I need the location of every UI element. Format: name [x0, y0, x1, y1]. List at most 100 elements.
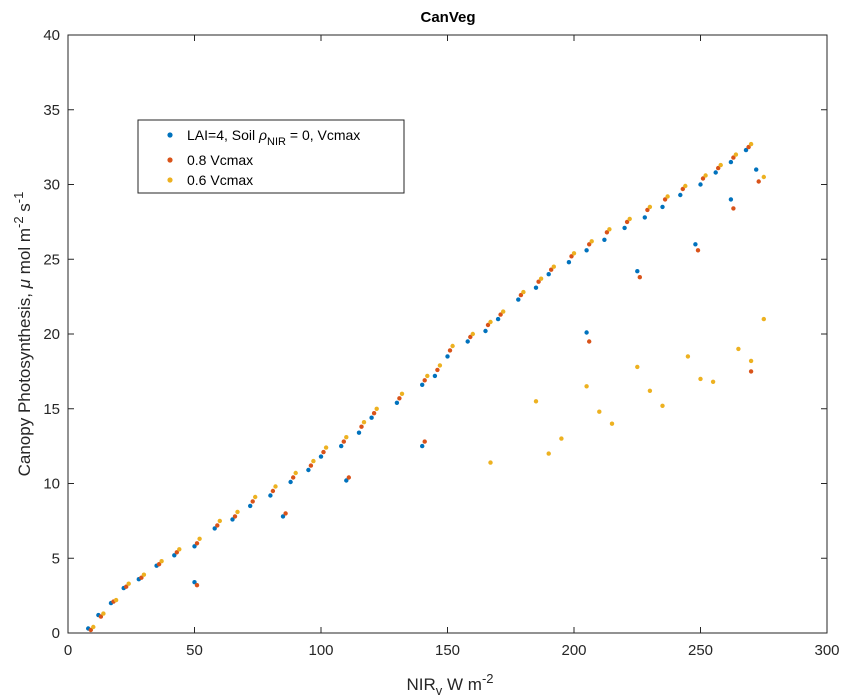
data-point: [700, 176, 706, 181]
data-point: [538, 276, 544, 281]
data-point: [344, 435, 349, 440]
series-3: [91, 141, 766, 630]
data-point: [346, 475, 351, 480]
data-point: [465, 339, 470, 344]
data-point: [374, 406, 379, 411]
data-point: [470, 331, 475, 337]
data-point: [647, 388, 653, 393]
data-point: [609, 421, 615, 426]
data-point: [536, 279, 541, 284]
data-point: [551, 264, 556, 269]
legend-label-series-2: 0.8 Vcmax: [187, 152, 253, 168]
data-point: [546, 451, 551, 456]
data-point: [698, 376, 703, 382]
data-point: [321, 449, 326, 455]
data-point: [501, 309, 506, 314]
data-point: [483, 328, 488, 334]
data-point: [283, 511, 288, 516]
y-axis-label-unit: mol m: [15, 228, 34, 279]
data-point: [230, 517, 235, 522]
legend-label-series-1-rho: ρ: [258, 127, 267, 143]
data-point: [435, 367, 440, 373]
data-point: [728, 159, 734, 165]
y-tick-label: 0: [52, 625, 60, 642]
data-point: [250, 499, 255, 504]
legend-label-series-1-sub: NIR: [267, 136, 286, 148]
data-point: [559, 436, 564, 441]
y-tick-label: 10: [43, 476, 60, 493]
data-point: [306, 467, 311, 473]
data-point: [447, 348, 453, 353]
legend-label-series-3: 0.6 Vcmax: [187, 172, 253, 188]
data-point: [192, 580, 197, 585]
data-point: [232, 514, 238, 519]
data-point: [124, 584, 129, 589]
data-point: [177, 547, 182, 552]
data-point: [693, 242, 698, 247]
ticks-layer: 0 50 100 150 200 250 300 0 5 10 15 20 25 30 35 40: [43, 27, 839, 659]
x-tick-label: 200: [561, 642, 586, 659]
data-point: [422, 439, 427, 444]
data-point: [662, 197, 668, 202]
data-point: [756, 179, 761, 184]
legend-box: [137, 119, 405, 194]
data-point: [197, 536, 202, 541]
data-point: [498, 312, 503, 317]
x-axis-label-unit: W m: [442, 675, 482, 694]
data-point: [521, 289, 526, 295]
data-point: [624, 219, 630, 225]
data-point: [754, 167, 759, 172]
data-point: [731, 155, 736, 160]
data-point: [645, 207, 650, 213]
data-point: [680, 186, 685, 192]
data-point: [432, 373, 438, 379]
data-point: [422, 378, 427, 383]
data-point: [589, 239, 594, 244]
data-point: [159, 559, 164, 564]
data-point: [731, 206, 736, 211]
data-point: [495, 316, 501, 322]
y-axis-label-sup1: -2: [11, 216, 26, 228]
data-point: [371, 411, 377, 416]
chart-title: CanVeg: [420, 9, 475, 26]
legend-marker-series-1: [167, 132, 173, 138]
data-point: [369, 415, 374, 420]
data-point: [445, 354, 450, 359]
data-point: [549, 267, 554, 272]
data-point: [323, 445, 329, 450]
data-point: [587, 339, 592, 344]
data-point: [716, 165, 721, 171]
data-point: [212, 526, 217, 531]
x-tick-label: 250: [688, 642, 713, 659]
data-point: [174, 550, 179, 555]
data-point: [420, 443, 425, 449]
data-point: [344, 478, 349, 483]
data-point: [736, 346, 741, 352]
points-layer: [86, 141, 766, 633]
data-point: [733, 152, 739, 157]
x-tick-label: 0: [64, 642, 72, 659]
data-point: [156, 562, 162, 567]
y-tick-label: 25: [43, 251, 60, 268]
y-axis-label-sup2: -1: [11, 192, 26, 204]
data-point: [394, 400, 400, 405]
legend-label-series-1-pre: LAI=4, Soil: [187, 127, 259, 143]
data-point: [627, 216, 632, 222]
data-point: [602, 237, 607, 242]
data-point: [399, 391, 405, 396]
y-axis-label: Canopy Photosynthesis, μ mol m-2 s-1: [11, 192, 34, 477]
data-point: [571, 251, 577, 256]
data-point: [361, 420, 367, 425]
data-point: [98, 614, 104, 619]
x-axis-label-sub: v: [436, 683, 443, 698]
data-point: [339, 443, 344, 449]
data-point: [516, 297, 521, 302]
y-axis-label-s: s: [15, 203, 34, 216]
legend-label-series-1-post: = 0, Vcmax: [286, 127, 360, 143]
data-point: [637, 275, 642, 280]
y-tick-label: 40: [43, 27, 60, 44]
series-2: [88, 144, 761, 633]
x-tick-label: 50: [186, 642, 203, 659]
data-point: [728, 197, 734, 202]
